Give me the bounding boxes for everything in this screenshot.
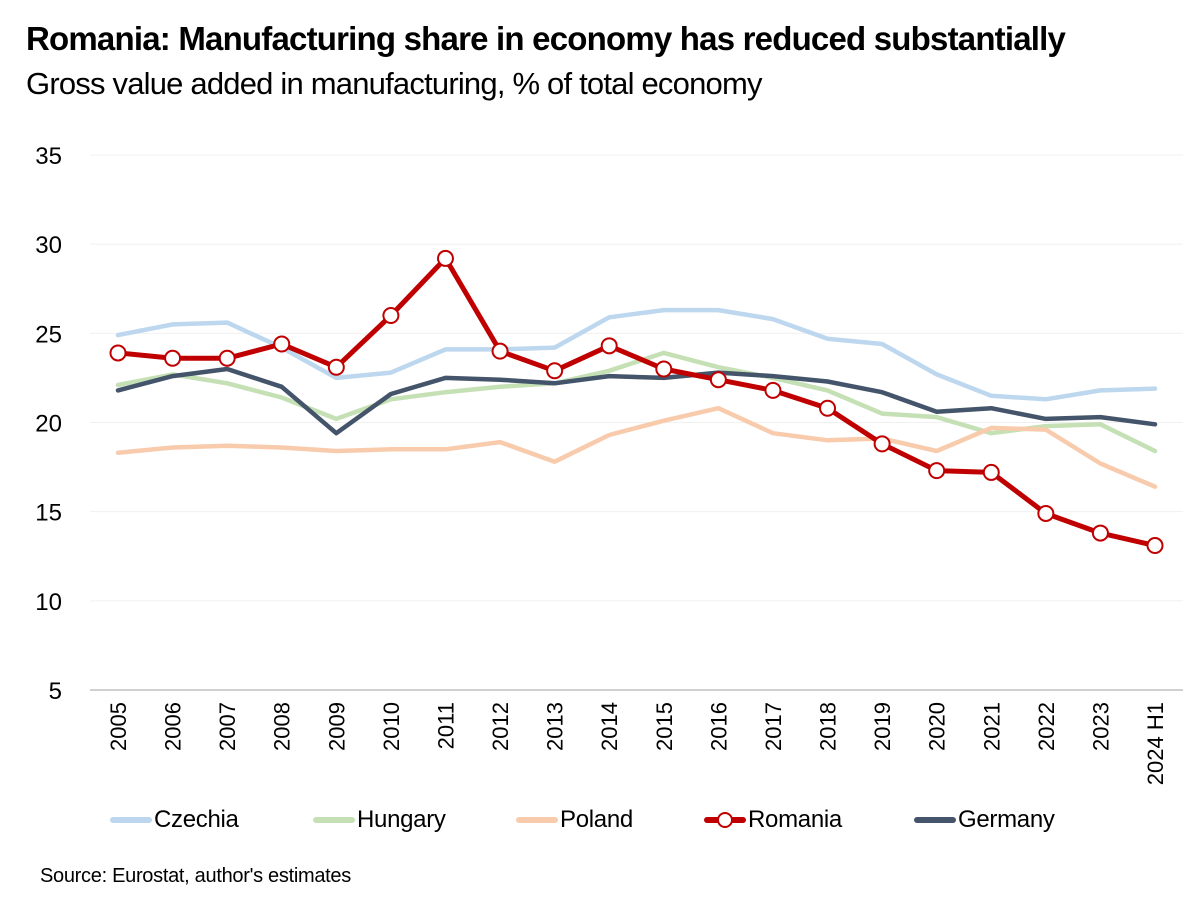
legend-label: Romania: [748, 806, 842, 833]
y-tick-label: 25: [35, 321, 62, 348]
x-tick-label: 2021: [979, 702, 1004, 751]
legend-item-czechia: Czechia: [110, 803, 239, 837]
data-point-romania: [218, 349, 236, 367]
x-tick-label: 2013: [543, 702, 568, 751]
data-point-romania: [655, 360, 673, 378]
data-point-romania: [1091, 524, 1109, 542]
series-line-germany: [115, 366, 1158, 436]
series-line-poland: [115, 405, 1158, 489]
series-line-czechia: [115, 307, 1158, 402]
legend-marker-icon: [717, 812, 733, 828]
y-tick-label: 35: [35, 143, 62, 170]
chart-title: Romania: Manufacturing share in economy …: [26, 20, 1066, 57]
data-point-romania: [382, 307, 400, 324]
y-tick-label: 20: [35, 411, 62, 438]
data-point-romania: [600, 337, 618, 355]
chart-subtitle: Gross value added in manufacturing, % of…: [26, 66, 762, 101]
x-tick-label: 2018: [816, 702, 841, 751]
y-tick-label: 15: [35, 500, 62, 527]
x-tick-label: 2024 H1: [1143, 702, 1168, 785]
legend-swatch: [110, 817, 152, 823]
series-lines: [115, 255, 1158, 548]
x-tick-label: 2009: [324, 702, 349, 751]
x-tick-label: 2019: [870, 702, 895, 751]
source-note: Source: Eurostat, author's estimates: [40, 865, 351, 887]
legend-label: Poland: [560, 806, 633, 833]
gridlines: [90, 154, 1183, 691]
legend-label: Czechia: [154, 806, 239, 833]
legend-swatch: [516, 817, 558, 823]
y-axis-ticks: 5 10 15 20 25 30 35: [35, 143, 62, 705]
x-tick-label: 2017: [761, 702, 786, 751]
x-tick-label: 2010: [379, 702, 404, 751]
y-tick-label: 5: [49, 678, 62, 705]
x-tick-label: 2006: [161, 702, 186, 751]
data-point-romania: [709, 371, 727, 389]
legend-item-germany: Germany: [914, 803, 1055, 837]
legend-label: Hungary: [357, 806, 446, 833]
legend-item-romania: Romania: [704, 803, 842, 837]
series-line-romania: [115, 255, 1158, 548]
x-axis-ticks: 2005 2006 2007 2008 2009 2010 2011 2012 2013 2014…: [106, 702, 1168, 785]
x-tick-label: 2014: [597, 702, 622, 751]
legend-swatch: [313, 817, 355, 823]
x-tick-label: 2016: [706, 702, 731, 751]
chart-legend: Czechia Hungary Poland Romania Germany: [0, 803, 1200, 837]
legend-item-hungary: Hungary: [313, 803, 446, 837]
data-point-romania: [928, 462, 946, 480]
data-point-romania: [491, 342, 509, 360]
x-tick-label: 2015: [652, 702, 677, 751]
data-point-romania: [327, 358, 345, 376]
x-tick-label: 2007: [215, 702, 240, 751]
x-tick-label: 2008: [270, 702, 295, 751]
legend-label: Germany: [958, 806, 1055, 833]
x-tick-label: 2012: [488, 702, 513, 751]
series-line-hungary: [115, 350, 1158, 454]
data-point-romania: [1037, 504, 1055, 522]
data-point-romania: [109, 344, 127, 362]
data-point-romania: [982, 463, 1000, 481]
x-tick-label: 2005: [106, 702, 131, 751]
legend-swatch: [914, 817, 956, 823]
data-point-romania: [273, 335, 291, 353]
data-point-romania: [436, 249, 454, 267]
data-point-romania: [546, 362, 564, 380]
data-point-romania: [873, 435, 891, 453]
x-tick-label: 2023: [1088, 702, 1113, 751]
legend-swatch: [704, 812, 746, 828]
y-tick-label: 30: [35, 232, 62, 259]
data-point-romania: [764, 381, 782, 399]
data-point-romania: [1146, 537, 1164, 555]
x-tick-label: 2011: [433, 702, 458, 749]
x-tick-label: 2022: [1034, 702, 1059, 751]
data-point-romania: [819, 399, 837, 417]
data-point-romania: [164, 349, 182, 367]
legend-item-poland: Poland: [516, 803, 633, 837]
x-tick-label: 2020: [925, 702, 950, 751]
y-tick-label: 10: [35, 589, 62, 616]
series-markers: [109, 249, 1164, 555]
